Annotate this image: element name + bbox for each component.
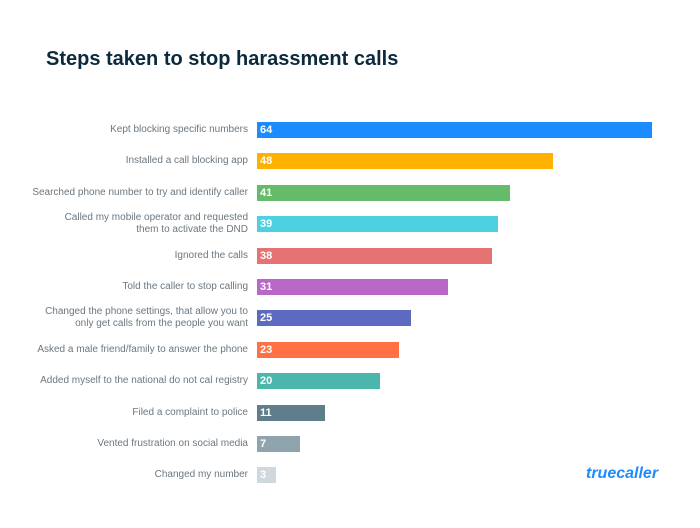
- category-label: Vented frustration on social media: [97, 438, 248, 449]
- value-label: 23: [260, 343, 273, 356]
- bar: [257, 153, 554, 170]
- bar: [257, 122, 652, 138]
- category-label: Filed a complaint to police: [132, 406, 248, 418]
- value-label: 25: [260, 312, 273, 325]
- chart-title: Steps taken to stop harassment calls: [46, 48, 399, 70]
- bar: [257, 216, 498, 233]
- value-label: 3: [260, 469, 267, 482]
- bar: [257, 184, 511, 201]
- value-label: 48: [260, 155, 273, 168]
- category-label: Installed a call blocking app: [125, 155, 248, 167]
- category-label: Ignored the calls: [174, 249, 248, 261]
- bar: [257, 247, 492, 264]
- category-label: Kept blocking specific numbers: [110, 124, 248, 135]
- value-label: 31: [260, 281, 273, 293]
- value-label: 64: [260, 124, 273, 136]
- bar: [257, 341, 399, 358]
- value-label: 41: [260, 186, 273, 199]
- category-label: Asked a male friend/family to answer the…: [37, 343, 248, 355]
- bar: [257, 279, 449, 295]
- category-label: Changed the phone settings, that allow y…: [45, 306, 248, 330]
- value-label: 20: [260, 375, 273, 388]
- bar: [257, 310, 412, 327]
- value-label: 7: [260, 438, 267, 450]
- value-label: 39: [260, 218, 273, 231]
- category-label: Called my mobile operator and requested …: [64, 212, 248, 236]
- bar: [257, 467, 276, 484]
- value-label: 11: [260, 406, 272, 419]
- logo: truecaller: [586, 465, 659, 482]
- bar: [257, 436, 301, 452]
- category-label: Told the caller to stop calling: [122, 281, 248, 292]
- value-label: 38: [260, 249, 273, 262]
- category-label: Added myself to the national do not cal …: [40, 375, 248, 387]
- bar: [257, 404, 325, 421]
- category-label: Changed my number: [154, 469, 248, 481]
- bar: [257, 373, 381, 390]
- category-label: Searched phone number to try and identif…: [32, 186, 248, 198]
